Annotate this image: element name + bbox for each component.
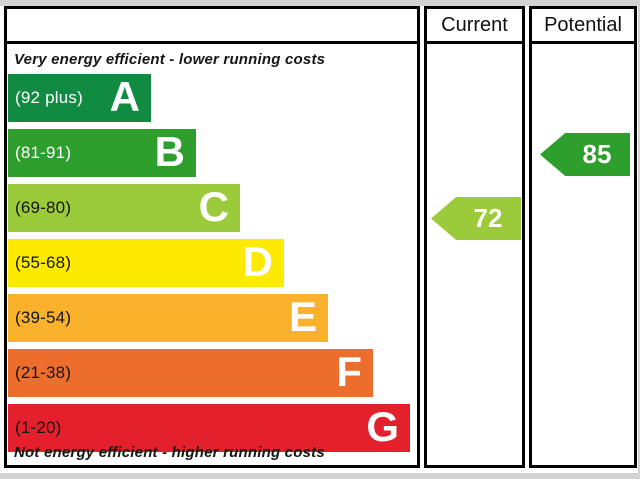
band-letter-G: G: [366, 403, 399, 450]
potential-column: Potential 85: [529, 6, 637, 468]
band-range-label-F: (21-38): [15, 363, 72, 382]
epc-band-F: (21-38) F: [8, 349, 373, 397]
band-letter-E: E: [288, 293, 317, 340]
band-range-label-A: (92 plus): [15, 88, 83, 107]
band-range-label-G: (1-20): [15, 418, 62, 437]
band-letter-C: C: [198, 183, 229, 230]
current-column: Current 72: [424, 6, 525, 468]
potential-column-header: Potential: [532, 9, 634, 44]
epc-band-B: (81-91) B: [8, 129, 196, 177]
potential-rating-arrow: 85: [540, 133, 630, 176]
current-rating-value: 72: [473, 203, 503, 233]
image-edge-top: [0, 0, 640, 6]
band-range-label-C: (69-80): [15, 198, 72, 217]
current-column-header: Current: [427, 9, 522, 44]
epc-band-C: (69-80) C: [8, 184, 240, 232]
band-letter-D: D: [242, 238, 273, 285]
image-edge-right: [638, 0, 640, 479]
band-letter-A: A: [109, 73, 140, 120]
epc-band-A: (92 plus) A: [8, 74, 151, 122]
epc-band-G: (1-20) G: [8, 404, 410, 452]
potential-rating-value: 85: [582, 139, 612, 169]
band-range-label-E: (39-54): [15, 308, 72, 327]
rating-bands-panel: Very energy efficient - lower running co…: [4, 6, 420, 468]
caption-not-efficient: Not energy efficient - higher running co…: [14, 444, 325, 461]
band-range-label-D: (55-68): [15, 253, 72, 272]
band-letter-F: F: [336, 348, 362, 395]
current-rating-arrow: 72: [431, 197, 521, 240]
epc-band-E: (39-54) E: [8, 294, 328, 342]
empty-header-cell: [7, 9, 417, 44]
image-edge-bottom: [0, 473, 640, 479]
caption-very-efficient: Very energy efficient - lower running co…: [14, 51, 326, 68]
epc-band-D: (55-68) D: [8, 239, 284, 287]
band-range-label-B: (81-91): [15, 143, 72, 162]
band-letter-B: B: [154, 128, 185, 175]
